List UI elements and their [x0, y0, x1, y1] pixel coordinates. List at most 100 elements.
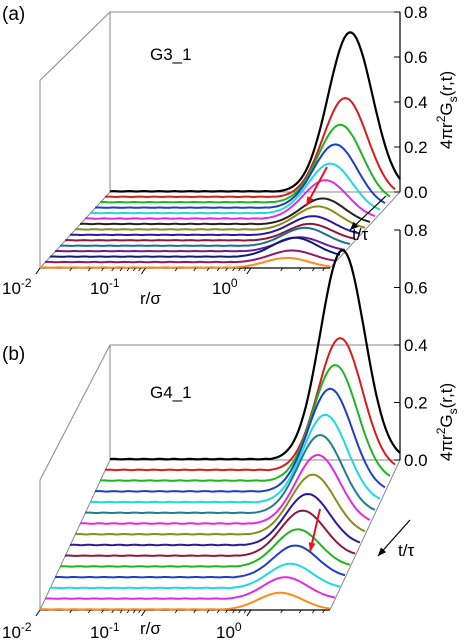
z-tick-label: 0.2 [404, 394, 428, 413]
annotation-arrow-head [306, 196, 314, 206]
x-minor-tick [138, 609, 141, 614]
x-tick-label: 100 [216, 620, 242, 640]
z-tick-label: 0.8 [404, 3, 428, 22]
x-minor-tick [225, 609, 228, 614]
series-line-9 [69, 492, 361, 547]
side-wall-edge [39, 11, 111, 81]
x-minor-tick [101, 267, 104, 272]
series-line-3 [99, 364, 391, 482]
x-minor-tick [322, 609, 325, 614]
x-minor-tick [238, 609, 242, 614]
series-line-1 [109, 31, 401, 193]
x-tick-label: 10-1 [90, 620, 120, 640]
series-line-7 [79, 453, 371, 525]
x-tick [246, 267, 252, 275]
series-line-8 [74, 473, 366, 536]
x-minor-tick [101, 609, 104, 614]
series-line-5 [89, 413, 381, 504]
series-line-13 [49, 236, 341, 258]
series-line-11 [59, 528, 351, 568]
floor-left-edge [39, 459, 111, 611]
x-minor-tick [111, 267, 115, 272]
x-minor-tick [280, 267, 283, 272]
x-minor-tick [216, 609, 220, 614]
x-minor-tick [206, 609, 210, 614]
series-line-11 [59, 226, 351, 247]
z-tick-label: 0.4 [404, 93, 428, 112]
depth-axis-title: t/τ [352, 225, 368, 244]
series-line-7 [79, 197, 371, 226]
x-minor-tick [312, 267, 315, 272]
x-minor-tick [126, 609, 130, 614]
x-minor-tick [119, 609, 123, 614]
x-minor-tick [280, 609, 283, 614]
x-minor-tick [243, 609, 247, 614]
series-line-1 [109, 248, 401, 461]
x-tick [35, 609, 41, 617]
x-minor-tick [87, 267, 91, 272]
x-minor-tick [243, 267, 247, 272]
panel-b: (b) G4_1 0.0 0.2 0.4 0.6 0.8 4πr2Gs(r,t) 10-2 10-… [2, 221, 460, 640]
series-line-9 [69, 215, 361, 237]
x-minor-tick [87, 609, 91, 614]
x-minor-tick [111, 609, 115, 614]
x-minor-tick [69, 609, 73, 614]
z-axis-title: 4πr2Gs(r,t) [434, 71, 460, 149]
x-tick [141, 609, 146, 617]
x-minor-tick [138, 267, 141, 272]
series-line-13 [49, 562, 341, 590]
side-wall-edge [39, 344, 111, 481]
z-tick-label: 0.4 [404, 336, 428, 355]
x-minor-tick [216, 267, 220, 272]
floor-left-edge [39, 191, 111, 269]
x-minor-tick [193, 267, 197, 272]
series-line-15 [39, 591, 331, 611]
depth-axis-title: t/τ [398, 541, 414, 560]
x-minor-tick [174, 267, 178, 272]
series-line-4 [94, 387, 386, 493]
floor-right-edge [329, 459, 401, 611]
depth-arrow-head [350, 221, 359, 230]
x-minor-tick [132, 267, 136, 272]
x-tick-label: 10-2 [2, 620, 32, 640]
series-line-10 [64, 222, 356, 242]
depth-arrow-head [378, 547, 387, 556]
series-line-2 [104, 97, 396, 199]
x-minor-tick [126, 267, 130, 272]
x-minor-tick [312, 609, 315, 614]
x-minor-tick [132, 609, 136, 614]
series-line-14 [44, 576, 336, 600]
x-minor-tick [206, 267, 210, 272]
series-line-10 [64, 509, 356, 557]
x-minor-tick [298, 267, 302, 272]
x-minor-tick [225, 267, 228, 272]
panel-label: (b) [2, 344, 25, 365]
x-minor-tick [238, 267, 242, 272]
series-line-3 [99, 123, 391, 204]
series-line-15 [39, 256, 331, 269]
annotation-arrow-head [308, 542, 316, 552]
series-line-6 [84, 179, 376, 220]
x-tick [35, 267, 41, 275]
series-line-2 [104, 337, 396, 472]
panel-a: (a) G3_1 0.0 0.2 0.4 0.6 0.8 4πr2Gs(r,t) 10-2 10-… [2, 3, 460, 308]
x-minor-tick [174, 609, 178, 614]
series-line-6 [84, 434, 376, 515]
x-minor-tick [119, 267, 123, 272]
x-minor-tick [69, 267, 73, 272]
dataset-tag: G4_1 [150, 383, 192, 402]
series-line-5 [89, 162, 381, 215]
z-tick-label: 0.2 [404, 138, 428, 157]
z-tick-label: 0.6 [404, 279, 428, 298]
x-axis-title: r/σ [140, 619, 161, 638]
x-tick [141, 267, 146, 275]
z-axis-title: 4πr2Gs(r,t) [434, 383, 460, 461]
z-tick-label: 0.0 [404, 451, 428, 470]
x-axis-title: r/σ [140, 289, 161, 308]
x-minor-tick [232, 609, 235, 614]
series-line-14 [44, 249, 336, 264]
x-minor-tick [193, 609, 197, 614]
series-line-8 [74, 205, 366, 231]
x-tick [246, 609, 252, 617]
